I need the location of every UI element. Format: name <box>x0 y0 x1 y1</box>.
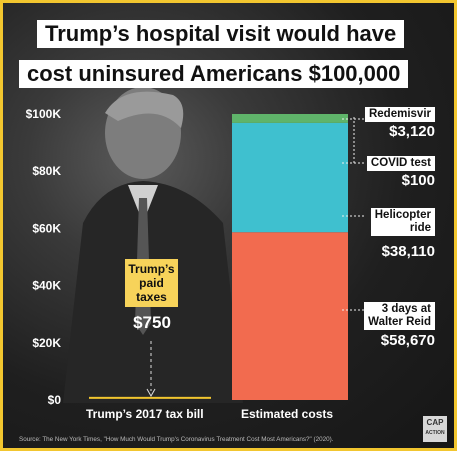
label-3-days-at-walter-reid: 3 days at Walter Reid <box>364 302 435 330</box>
title-line-2: cost uninsured Americans $100,000 <box>19 60 409 88</box>
bar-segment-helicopter-ride <box>232 123 348 233</box>
label-redemisvir: Redemisvir <box>364 107 435 122</box>
paid-taxes-label: Trump’s paid taxes <box>125 259 178 307</box>
cap-action-logo: CAP ACTION <box>423 416 447 442</box>
label-covid-test: COVID test <box>366 156 435 171</box>
source-note: Source: The New York Times, "How Much Wo… <box>19 436 334 443</box>
label-helicopter-ride: Helicopter ride <box>370 208 435 236</box>
y-tick-label: $60K <box>32 221 61 235</box>
value-covid-test: $100 <box>401 172 435 189</box>
bar-segment-covid-test <box>232 122 348 124</box>
label-line: Walter Reid <box>368 316 431 328</box>
paid-label-line: paid <box>139 276 164 290</box>
y-tick-label: $20K <box>32 336 61 350</box>
bar-segment-redemisvir <box>232 114 348 123</box>
title-line-1: Trump’s hospital visit would have <box>37 20 405 48</box>
label-line: Helicopter <box>374 209 431 221</box>
y-tick-label: $0 <box>48 393 62 407</box>
y-tick-label: $40K <box>32 279 61 293</box>
label-line: 3 days at <box>381 303 431 315</box>
paid-label-line: taxes <box>136 290 167 304</box>
arrow-head-icon <box>146 388 156 398</box>
bar-segment-3-days-at-walter-reid <box>232 232 348 400</box>
value-3-days-at-walter-reid: $58,670 <box>380 332 435 349</box>
label-line: Redemisvir <box>368 108 431 120</box>
x-label-tax-bill: Trump’s 2017 tax bill <box>86 407 204 421</box>
paid-taxes-value: $750 <box>133 313 171 332</box>
label-line: ride <box>409 222 431 234</box>
y-tick-label: $100K <box>26 107 62 121</box>
paid-label-line: Trump’s <box>128 262 175 276</box>
value-helicopter-ride: $38,110 <box>381 243 435 260</box>
value-redemisvir: $3,120 <box>389 123 435 140</box>
stacked-bar-chart: $0 $20K $40K $60K $80K $100K <box>26 107 364 407</box>
x-label-estimated-costs: Estimated costs <box>241 407 334 421</box>
label-line: COVID test <box>370 157 431 169</box>
bar-tax-bill <box>89 396 211 399</box>
y-tick-label: $80K <box>32 164 61 178</box>
